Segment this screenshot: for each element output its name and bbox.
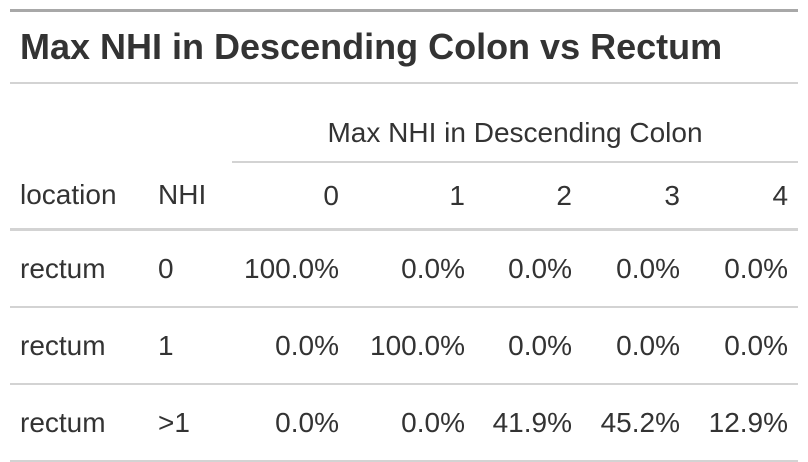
- table-cell: 0.0%: [349, 229, 475, 308]
- table-cell: 0.0%: [349, 384, 475, 462]
- data-table: Max NHI in Descending Colon vs Rectum Ma…: [10, 9, 799, 462]
- column-label: 2: [475, 162, 582, 231]
- column-label: 4: [690, 162, 799, 231]
- table-cell: 0: [145, 229, 232, 308]
- table-cell: 100.0%: [349, 307, 475, 385]
- table-cell: 0.0%: [690, 229, 799, 308]
- table-cell: rectum: [10, 384, 145, 462]
- table-row: rectum 1 0.0% 100.0% 0.0% 0.0% 0.0%: [10, 307, 799, 385]
- table-row: rectum >1 0.0% 0.0% 41.9% 45.2% 12.9%: [10, 384, 799, 462]
- table-cell: 0.0%: [475, 229, 582, 308]
- column-label: location: [10, 162, 145, 231]
- table-cell: 0.0%: [582, 229, 690, 308]
- table-cell: 41.9%: [475, 384, 582, 462]
- table-row: rectum 0 100.0% 0.0% 0.0% 0.0% 0.0%: [10, 229, 799, 308]
- table-cell: 0.0%: [582, 307, 690, 385]
- column-label: NHI: [145, 162, 232, 231]
- table-cell: 0.0%: [690, 307, 799, 385]
- table-cell: 45.2%: [582, 384, 690, 462]
- table-cell: 100.0%: [232, 229, 349, 308]
- table-title: Max NHI in Descending Colon vs Rectum: [10, 10, 799, 84]
- column-spanner: Max NHI in Descending Colon: [232, 83, 799, 163]
- table-cell: 1: [145, 307, 232, 385]
- table-cell: rectum: [10, 229, 145, 308]
- table-cell: rectum: [10, 307, 145, 385]
- column-label: 1: [349, 162, 475, 231]
- table-cell: 0.0%: [232, 384, 349, 462]
- table-cell: 0.0%: [475, 307, 582, 385]
- table-cell: 0.0%: [232, 307, 349, 385]
- table-cell: >1: [145, 384, 232, 462]
- column-label: 3: [582, 162, 690, 231]
- column-label: 0: [232, 162, 349, 231]
- table-cell: 12.9%: [690, 384, 799, 462]
